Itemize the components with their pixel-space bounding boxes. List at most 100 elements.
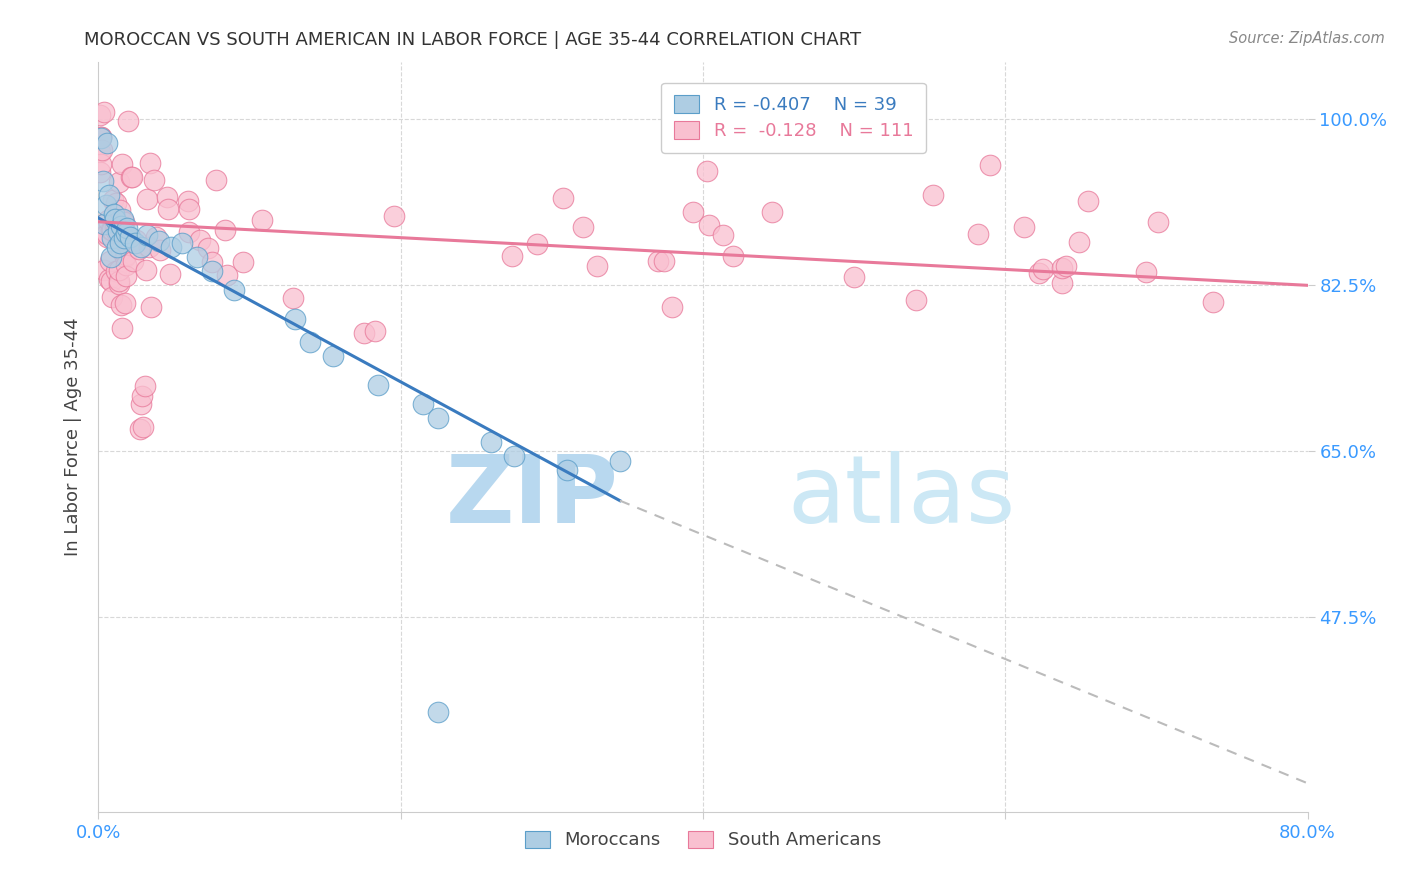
Point	[98, 188, 121, 202]
Point	[281, 291, 304, 305]
Point	[160, 240, 183, 254]
Point	[1147, 214, 1170, 228]
Point	[138, 156, 160, 170]
Point	[96, 136, 118, 150]
Point	[100, 274, 122, 288]
Point	[110, 243, 132, 257]
Point	[647, 254, 669, 268]
Point	[156, 202, 179, 216]
Point	[94, 227, 117, 241]
Point	[201, 254, 224, 268]
Point	[284, 311, 307, 326]
Point	[114, 296, 136, 310]
Point	[117, 232, 139, 246]
Point	[89, 145, 111, 159]
Point	[117, 114, 139, 128]
Point	[135, 262, 157, 277]
Point	[93, 105, 115, 120]
Point	[922, 188, 945, 202]
Point	[427, 411, 450, 425]
Point	[696, 164, 718, 178]
Point	[186, 250, 208, 264]
Point	[110, 219, 132, 233]
Point	[124, 235, 146, 250]
Point	[723, 249, 745, 263]
Point	[1028, 266, 1050, 280]
Point	[107, 224, 129, 238]
Point	[905, 293, 928, 308]
Point	[132, 420, 155, 434]
Point	[148, 234, 170, 248]
Point	[97, 271, 120, 285]
Point	[215, 268, 238, 282]
Point	[115, 248, 138, 262]
Point	[501, 249, 523, 263]
Point	[526, 237, 548, 252]
Point	[136, 192, 159, 206]
Point	[1202, 294, 1225, 309]
Point	[107, 274, 129, 288]
Point	[1077, 194, 1099, 208]
Point	[101, 193, 124, 207]
Point	[115, 221, 138, 235]
Point	[89, 165, 111, 179]
Point	[110, 202, 132, 217]
Point	[115, 268, 138, 283]
Point	[131, 388, 153, 402]
Point	[114, 250, 136, 264]
Point	[134, 378, 156, 392]
Point	[121, 170, 143, 185]
Point	[572, 219, 595, 234]
Point	[135, 228, 157, 243]
Point	[105, 216, 128, 230]
Point	[842, 269, 865, 284]
Point	[1050, 276, 1073, 290]
Point	[761, 205, 783, 219]
Point	[322, 350, 344, 364]
Point	[384, 209, 406, 223]
Point	[188, 233, 211, 247]
Point	[111, 223, 134, 237]
Text: Source: ZipAtlas.com: Source: ZipAtlas.com	[1229, 31, 1385, 46]
Point	[110, 298, 132, 312]
Point	[104, 264, 127, 278]
Point	[177, 202, 200, 217]
Point	[503, 449, 526, 463]
Point	[129, 421, 152, 435]
Point	[551, 191, 574, 205]
Point	[96, 227, 118, 242]
Point	[367, 378, 389, 392]
Y-axis label: In Labor Force | Age 35-44: In Labor Force | Age 35-44	[63, 318, 82, 557]
Point	[122, 253, 145, 268]
Text: MOROCCAN VS SOUTH AMERICAN IN LABOR FORCE | AGE 35-44 CORRELATION CHART: MOROCCAN VS SOUTH AMERICAN IN LABOR FORC…	[84, 31, 862, 49]
Point	[111, 213, 134, 227]
Legend: Moroccans, South Americans: Moroccans, South Americans	[517, 823, 889, 856]
Point	[101, 231, 124, 245]
Point	[93, 263, 115, 277]
Point	[661, 300, 683, 314]
Point	[1032, 262, 1054, 277]
Point	[108, 235, 131, 250]
Point	[139, 300, 162, 314]
Point	[299, 335, 322, 350]
Point	[90, 130, 112, 145]
Point	[103, 207, 125, 221]
Point	[114, 226, 136, 240]
Point	[125, 233, 148, 247]
Point	[1012, 219, 1035, 234]
Point	[128, 243, 150, 257]
Point	[1135, 265, 1157, 279]
Point	[105, 195, 128, 210]
Point	[90, 157, 112, 171]
Point	[967, 227, 990, 241]
Point	[91, 174, 114, 188]
Point	[412, 397, 434, 411]
Point	[156, 190, 179, 204]
Point	[90, 129, 112, 144]
Point	[205, 172, 228, 186]
Point	[100, 250, 122, 264]
Text: ZIP: ZIP	[446, 451, 619, 543]
Point	[120, 169, 142, 184]
Point	[555, 463, 578, 477]
Point	[91, 143, 114, 157]
